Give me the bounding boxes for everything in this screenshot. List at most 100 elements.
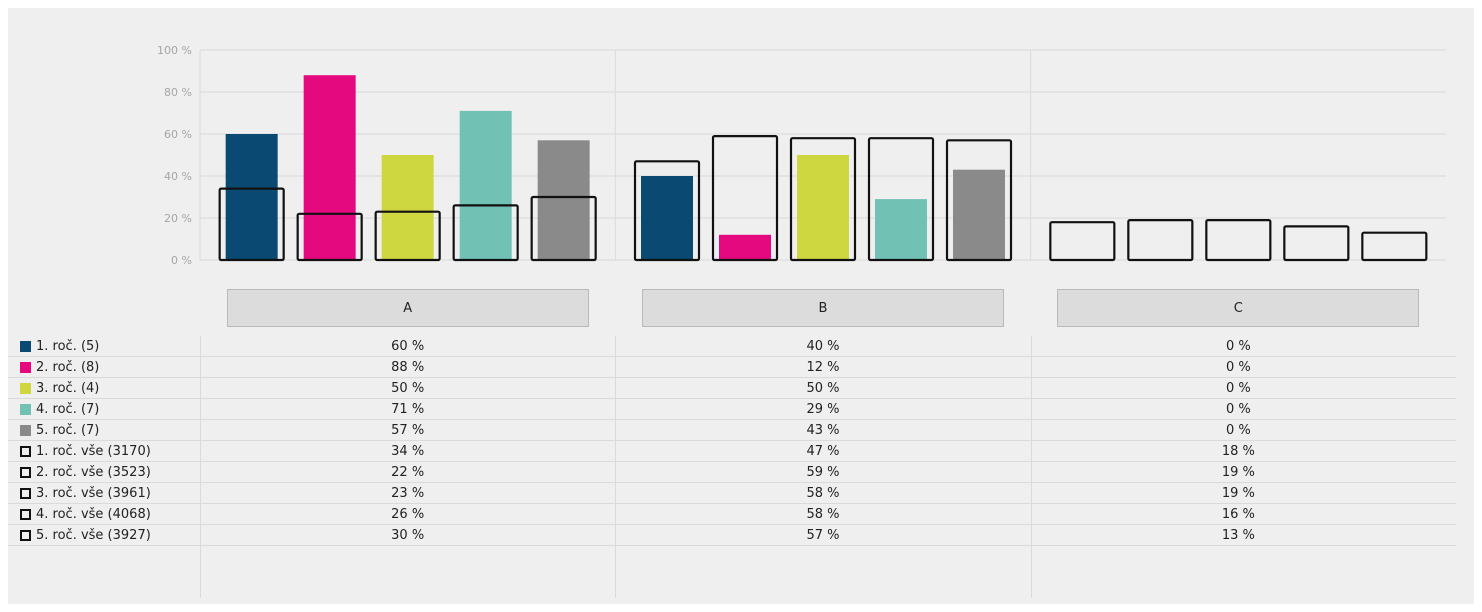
table-cell: 71 % <box>391 401 425 417</box>
bar-outline <box>867 137 935 262</box>
legend-entry: 3. roč. vše (3961) <box>20 483 200 503</box>
bar-outline <box>711 135 779 262</box>
legend-swatch <box>20 382 31 394</box>
table-cell: 43 % <box>806 422 840 438</box>
category-label: A <box>226 289 589 327</box>
table-column-separator <box>1030 336 1032 598</box>
legend-label: 2. roč. (8) <box>36 359 100 375</box>
table-cell: 0 % <box>1225 338 1251 354</box>
table-row: 1. roč. (5) 60 % 40 % 0 % <box>8 336 1456 357</box>
legend-swatch <box>20 424 31 436</box>
table-cell: 59 % <box>806 464 840 480</box>
legend-label: 4. roč. (7) <box>36 401 100 417</box>
bar-filled <box>641 176 693 260</box>
bar-outline <box>1205 219 1272 262</box>
bar-filled <box>875 199 927 260</box>
y-tick-label: 40 % <box>164 170 192 183</box>
legend-label: 5. roč. vše (3927) <box>36 527 151 543</box>
bar-filled <box>719 234 771 260</box>
chart-panel: 100 % 80 % 60 % 40 % 20 % 0 % A B C 1. roč. (5)… <box>8 8 1474 604</box>
legend-label: 1. roč. (5) <box>36 338 100 354</box>
legend-swatch <box>20 340 31 352</box>
table-row: 1. roč. vše (3170) 34 % 47 % 18 % <box>8 441 1456 462</box>
legend-entry: 5. roč. vše (3927) <box>20 525 200 545</box>
legend-label: 3. roč. (4) <box>36 380 100 396</box>
table-cell: 47 % <box>806 443 840 459</box>
legend-label: 4. roč. vše (4068) <box>36 506 151 522</box>
table-row: 2. roč. (8) 88 % 12 % 0 % <box>8 357 1456 378</box>
table-cell: 57 % <box>806 527 840 543</box>
bar-outline <box>452 204 519 262</box>
table-cell: 29 % <box>806 401 840 417</box>
bar-outline <box>374 210 441 262</box>
legend-entry: 4. roč. vše (4068) <box>20 504 200 524</box>
data-table: 1. roč. (5) 60 % 40 % 0 % 2. roč. (8) 88 % 12 … <box>8 336 1456 546</box>
legend-label: 2. roč. vše (3523) <box>36 464 151 480</box>
bar-outline <box>1361 231 1428 262</box>
bar-chart: 100 % 80 % 60 % 40 % 20 % 0 % <box>157 44 1446 267</box>
legend-label: 5. roč. (7) <box>36 422 100 438</box>
table-row: 3. roč. vše (3961) 23 % 58 % 19 % <box>8 483 1456 504</box>
table-row: 4. roč. vše (4068) 26 % 58 % 16 % <box>8 504 1456 525</box>
bar-outline <box>530 195 597 262</box>
table-cell: 19 % <box>1221 464 1255 480</box>
table-cell: 60 % <box>391 338 425 354</box>
y-tick-label: 20 % <box>164 212 192 225</box>
table-cell: 0 % <box>1225 422 1251 438</box>
table-cell: 50 % <box>806 380 840 396</box>
table-cell: 18 % <box>1221 443 1255 459</box>
table-cell: 23 % <box>391 485 425 501</box>
table-row: 5. roč. (7) 57 % 43 % 0 % <box>8 420 1456 441</box>
table-cell: 13 % <box>1221 527 1255 543</box>
table-row: 2. roč. vše (3523) 22 % 59 % 19 % <box>8 462 1456 483</box>
table-cell: 22 % <box>391 464 425 480</box>
y-tick-label: 60 % <box>164 128 192 141</box>
bar-outline <box>296 212 363 262</box>
table-cell: 40 % <box>806 338 840 354</box>
table-column-separator <box>200 336 201 598</box>
legend-entry: 5. roč. (7) <box>20 420 200 440</box>
table-row: 4. roč. (7) 71 % 29 % 0 % <box>8 399 1456 420</box>
bar-filled <box>953 169 1005 260</box>
table-cell: 57 % <box>391 422 425 438</box>
legend-swatch <box>20 487 31 499</box>
table-cell: 58 % <box>806 485 840 501</box>
bar-filled <box>459 110 512 261</box>
legend-swatch <box>20 361 31 373</box>
category-label: B <box>642 289 1004 327</box>
bar-filled <box>303 75 356 260</box>
bar-outline <box>945 139 1013 262</box>
legend-label: 1. roč. vše (3170) <box>36 443 151 459</box>
table-cell: 0 % <box>1225 401 1251 417</box>
table-cell: 16 % <box>1221 506 1255 522</box>
legend-label: 3. roč. vše (3961) <box>36 485 151 501</box>
table-cell: 88 % <box>391 359 425 375</box>
y-tick-label: 80 % <box>164 86 192 99</box>
bar-filled <box>797 155 849 260</box>
table-cell: 50 % <box>391 380 425 396</box>
bar-outline <box>789 137 857 262</box>
table-column-separator <box>615 336 617 598</box>
category-label: C <box>1057 289 1420 327</box>
legend-entry: 1. roč. (5) <box>20 336 200 356</box>
legend-swatch <box>20 445 31 457</box>
table-cell: 34 % <box>391 443 425 459</box>
legend-entry: 4. roč. (7) <box>20 399 200 419</box>
bar-outline <box>218 187 285 262</box>
legend-entry: 1. roč. vše (3170) <box>20 441 200 461</box>
y-tick-label: 0 % <box>171 254 192 267</box>
bar-outline <box>1049 221 1116 262</box>
table-row: 3. roč. (4) 50 % 50 % 0 % <box>8 378 1456 399</box>
legend-swatch <box>20 466 31 478</box>
bar-outline <box>633 160 701 262</box>
legend-entry: 2. roč. (8) <box>20 357 200 377</box>
y-tick-label: 100 % <box>157 44 192 57</box>
bar-filled <box>381 155 434 260</box>
legend-swatch <box>20 508 31 520</box>
bar-outline <box>1127 219 1194 262</box>
table-row: 5. roč. vše (3927) 30 % 57 % 13 % <box>8 525 1456 546</box>
table-cell: 26 % <box>391 506 425 522</box>
table-cell: 30 % <box>391 527 425 543</box>
legend-entry: 2. roč. vše (3523) <box>20 462 200 482</box>
legend-swatch <box>20 529 31 541</box>
